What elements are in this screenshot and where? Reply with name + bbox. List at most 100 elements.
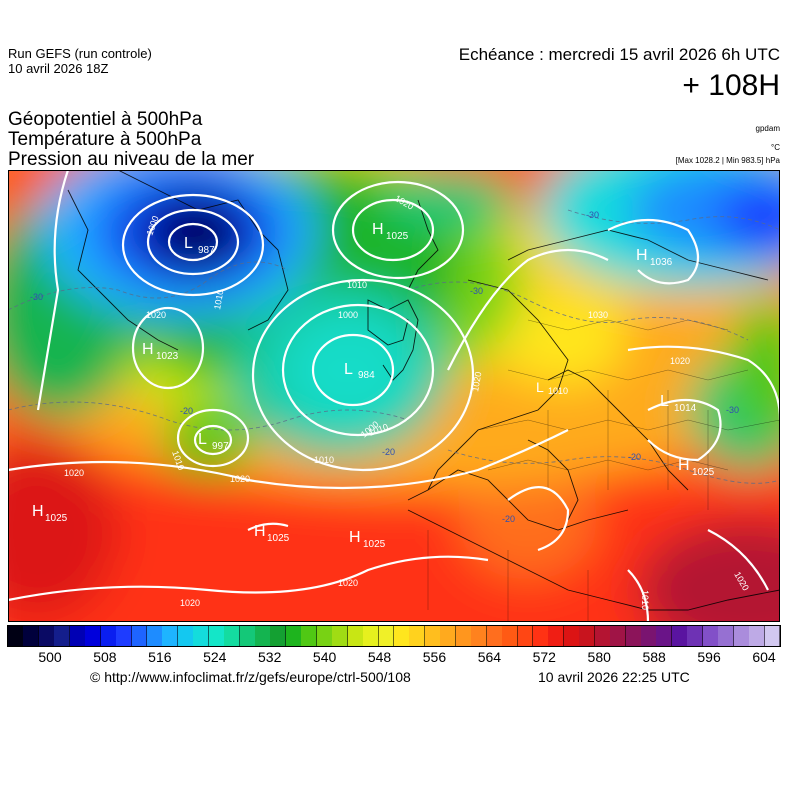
color-swatch (532, 626, 549, 646)
color-swatch (363, 626, 380, 646)
color-swatch (502, 626, 519, 646)
valid-time: Echéance : mercredi 15 avril 2026 6h UTC (458, 45, 780, 64)
high-value: 1025 (692, 467, 715, 478)
color-swatch (347, 626, 364, 646)
color-swatch (424, 626, 441, 646)
borders (427, 319, 780, 622)
color-scale-tick-label: 572 (532, 649, 556, 665)
color-swatch (193, 626, 210, 646)
lead-time: + 108H (682, 69, 780, 102)
high-centre: H (349, 529, 361, 546)
svg-text:1020: 1020 (338, 578, 358, 588)
svg-text:1020: 1020 (470, 371, 483, 392)
high-centre: H (142, 341, 154, 358)
color-swatch (378, 626, 395, 646)
svg-text:1030: 1030 (588, 310, 608, 320)
svg-text:1010: 1010 (347, 280, 367, 290)
svg-text:-20: -20 (382, 447, 395, 457)
color-swatch (255, 626, 271, 646)
low-value: 984 (358, 370, 375, 381)
pressure-range: [Max 1028.2 | Min 983.5] hPa (675, 156, 780, 165)
color-swatch (563, 626, 580, 646)
low-centre: L (184, 235, 193, 252)
color-swatch (54, 626, 71, 646)
svg-text:1000: 1000 (338, 310, 358, 320)
color-swatch (100, 626, 117, 646)
low-value: 997 (212, 441, 229, 452)
svg-text:1010: 1010 (314, 455, 334, 465)
color-scale-tick-label: 516 (148, 649, 172, 665)
color-swatch (764, 626, 781, 646)
isotherms (8, 209, 780, 484)
high-centre: H (32, 503, 44, 520)
high-value: 1025 (45, 513, 68, 524)
color-swatch (394, 626, 410, 646)
low-centre: L (198, 431, 207, 448)
svg-text:1020: 1020 (146, 310, 166, 320)
svg-text:-20: -20 (628, 452, 641, 462)
color-swatch (610, 626, 627, 646)
high-centre: H (678, 457, 690, 474)
high-centre: H (636, 247, 648, 264)
color-swatch (671, 626, 688, 646)
color-swatch (224, 626, 241, 646)
high-value: 1025 (267, 533, 290, 544)
color-swatch (162, 626, 179, 646)
isobars (8, 170, 780, 622)
color-scale-tick-label: 556 (422, 649, 447, 665)
color-swatch (38, 626, 55, 646)
svg-text:1010: 1010 (640, 590, 650, 610)
color-swatch (625, 626, 642, 646)
temperature-labels: -30 -30 -30 -20 -20 -20 -30 -20 (30, 210, 739, 524)
low-centre: L (536, 379, 544, 395)
color-swatch (116, 626, 133, 646)
color-swatch (239, 626, 256, 646)
high-value: 1025 (363, 539, 386, 550)
svg-text:-20: -20 (180, 406, 193, 416)
color-swatch (440, 626, 457, 646)
color-swatch (455, 626, 472, 646)
color-swatch (69, 626, 86, 646)
color-swatch (641, 626, 657, 646)
color-swatch (177, 626, 194, 646)
color-scale-tick-label: 564 (477, 649, 502, 665)
svg-text:1020: 1020 (64, 468, 84, 478)
color-swatch (733, 626, 750, 646)
color-scale-tick-label: 500 (38, 649, 62, 665)
color-scale-tick-label: 580 (587, 649, 611, 665)
source-url: © http://www.infoclimat.fr/z/gefs/europe… (90, 669, 411, 685)
low-centre: L (344, 361, 353, 378)
color-swatch (548, 626, 565, 646)
svg-text:-30: -30 (470, 286, 483, 296)
color-swatch (285, 626, 302, 646)
color-swatch (23, 626, 40, 646)
color-swatch (687, 626, 704, 646)
color-swatch (471, 626, 488, 646)
color-scale-tick-label: 588 (642, 649, 666, 665)
color-scale-tick-label: 532 (258, 649, 282, 665)
color-scale-tick-label: 540 (312, 649, 337, 665)
color-swatch (594, 626, 611, 646)
color-swatch (301, 626, 318, 646)
color-swatch (409, 626, 426, 646)
low-centre: L (660, 393, 669, 410)
high-value: 1023 (156, 351, 179, 362)
high-centre: H (372, 221, 384, 238)
low-value: 1014 (674, 403, 697, 414)
color-swatch (656, 626, 673, 646)
geopotential-field (8, 170, 780, 622)
color-swatch (8, 626, 24, 646)
run-date: 10 avril 2026 18Z (8, 61, 109, 76)
svg-text:-20: -20 (502, 514, 515, 524)
color-scale (7, 625, 781, 647)
color-scale-tick-label: 524 (203, 649, 227, 665)
high-value: 1036 (650, 257, 673, 268)
color-scale-ticks: 500 508 516 524 532 540 548 556 564 572 580 588 596 6… (8, 649, 780, 667)
layer-title-pressure: Pression au niveau de la mer (8, 149, 255, 170)
svg-text:-30: -30 (586, 210, 599, 220)
svg-text:1020: 1020 (670, 356, 690, 366)
color-swatch (486, 626, 503, 646)
unit-temperature: °C (771, 143, 780, 152)
color-scale-tick-label: 508 (93, 649, 117, 665)
color-swatch (85, 626, 102, 646)
